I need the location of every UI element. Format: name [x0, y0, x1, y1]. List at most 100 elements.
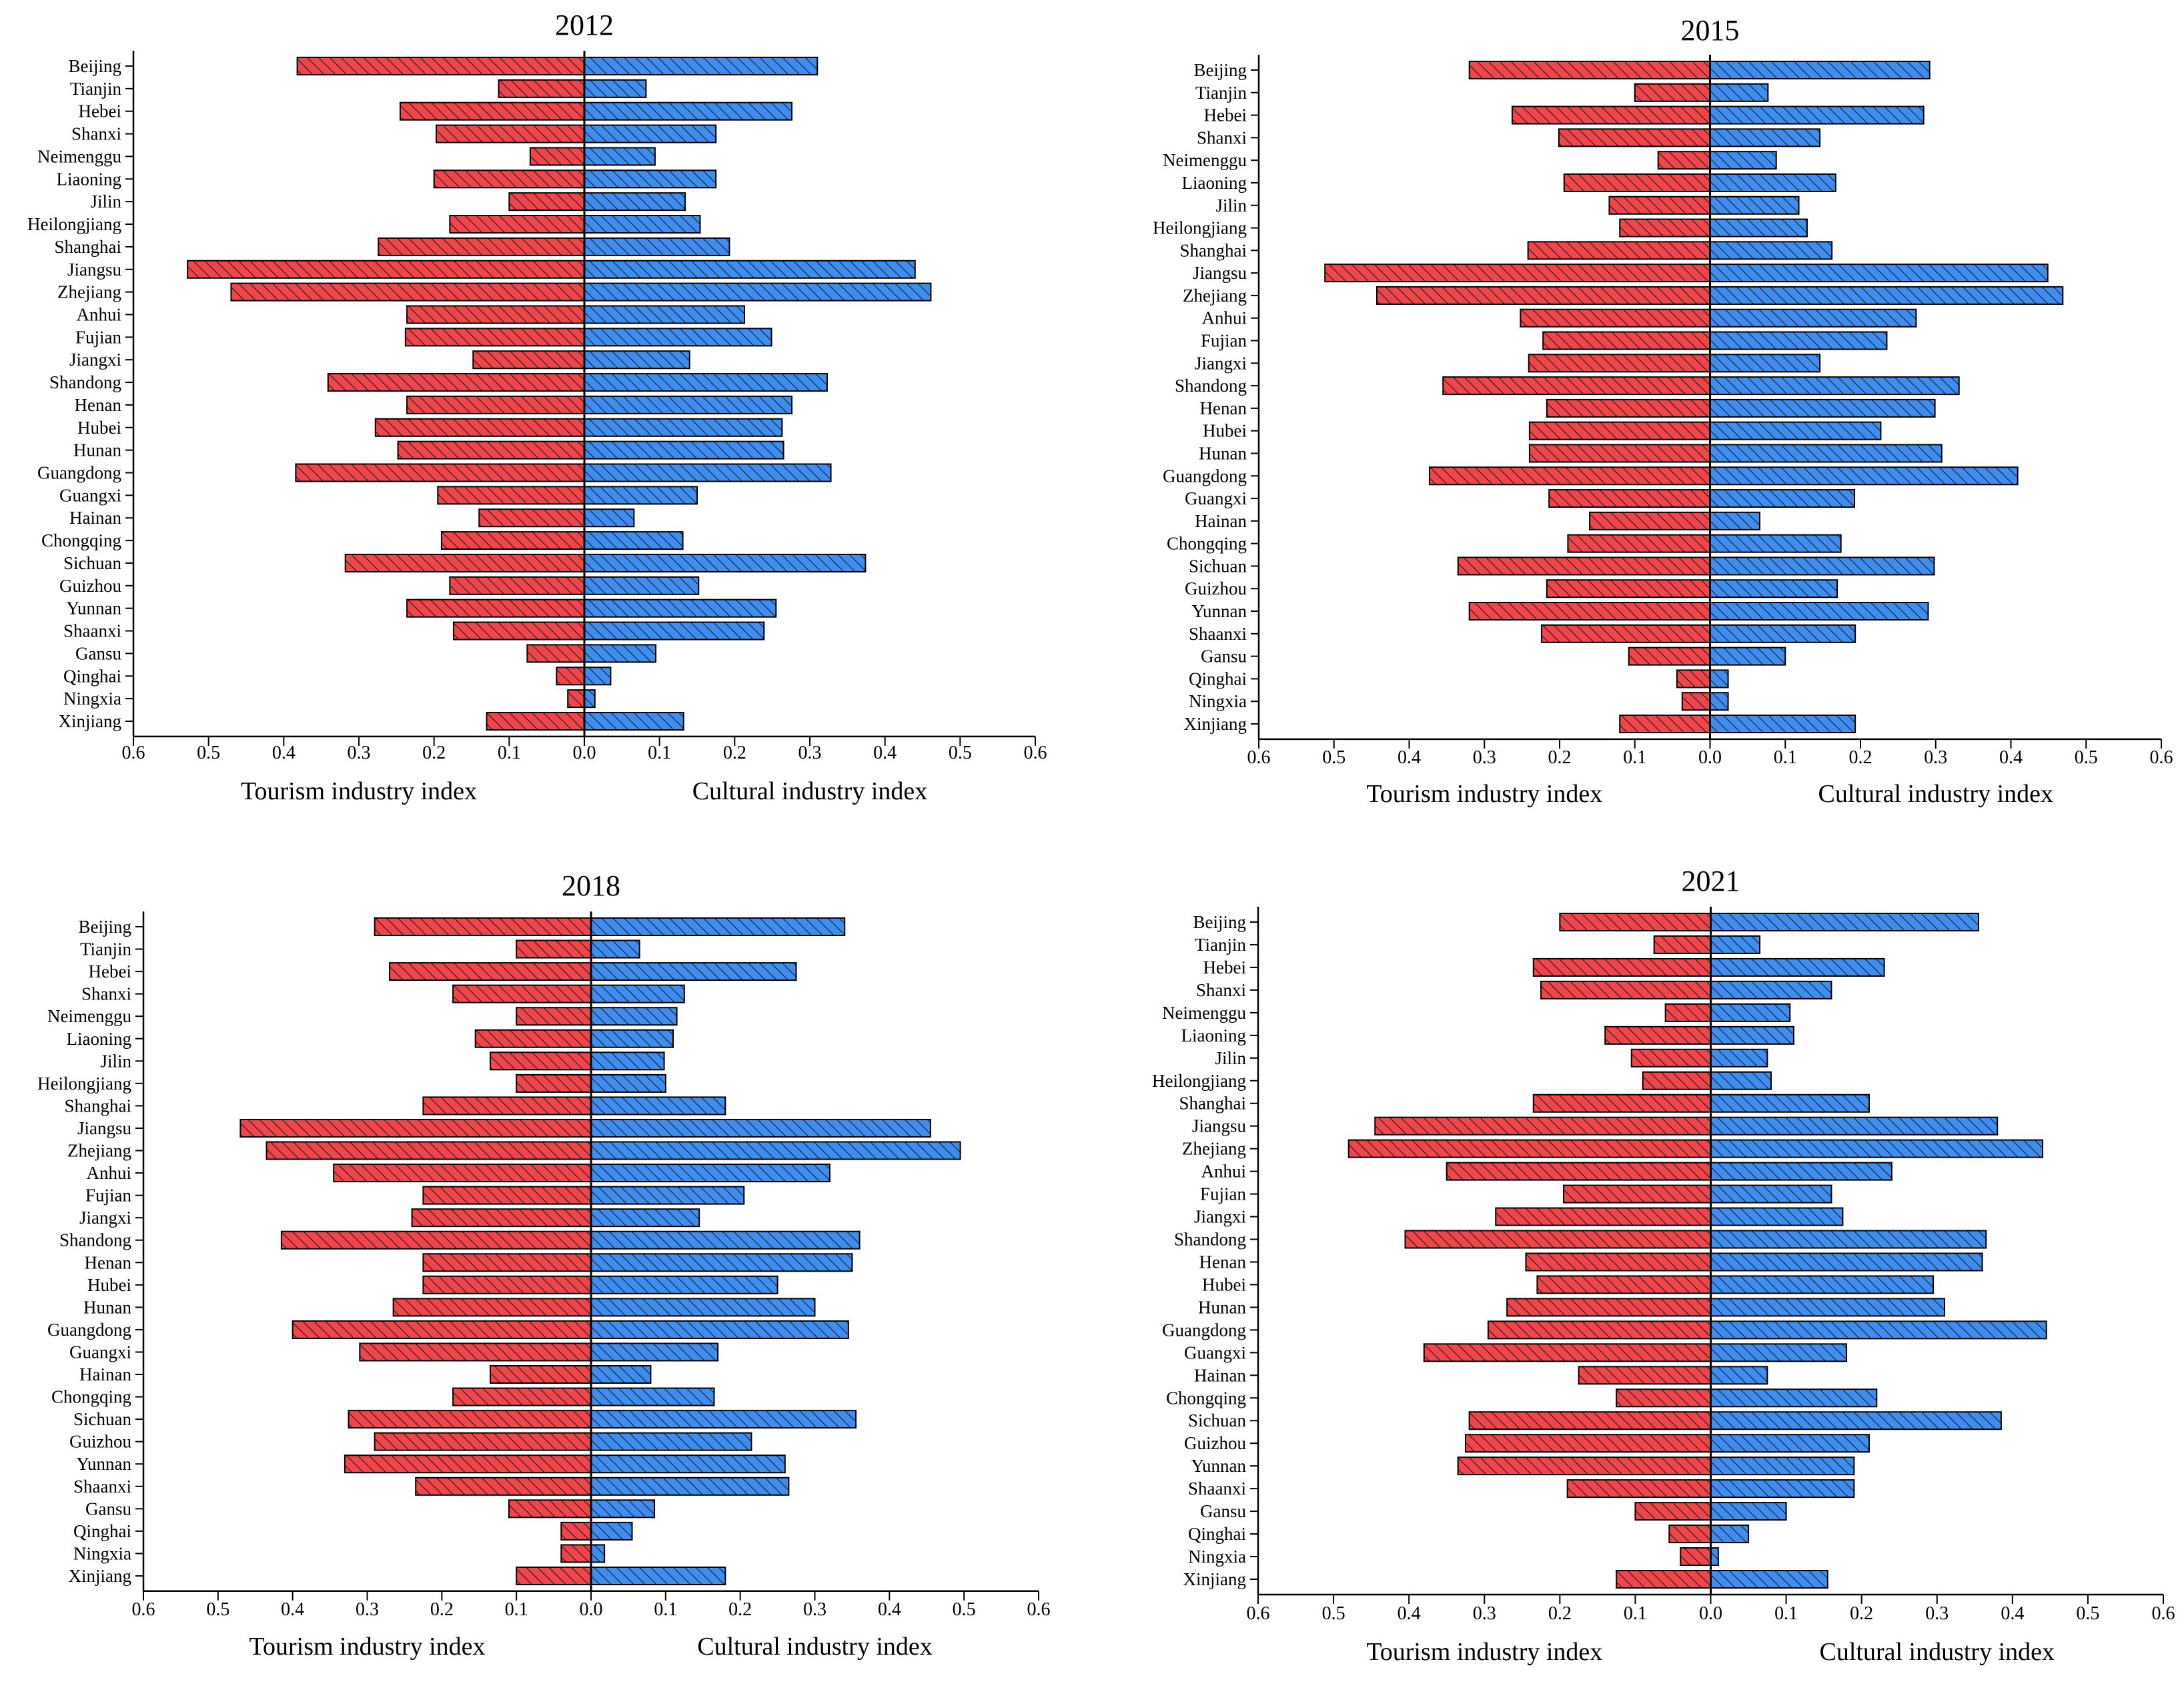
- bar-tourism-jiangsu: [1374, 1116, 1712, 1136]
- category-label: Shandong: [1175, 376, 1247, 396]
- bar-tourism-hainan: [1578, 1366, 1712, 1385]
- bar-tourism-heilongjiang: [516, 1074, 592, 1093]
- x-tick-label: 0.0: [580, 1599, 603, 1620]
- bar-cultural-henan: [584, 395, 792, 414]
- x-label-tourism: Tourism industry index: [249, 1633, 485, 1661]
- bar-tourism-beijing: [374, 917, 592, 936]
- bar-cultural-fujian: [584, 328, 772, 347]
- category-label: Guangdong: [1162, 1320, 1246, 1340]
- bar-tourism-tianjin: [498, 79, 585, 98]
- bar-tourism-guizhou: [1464, 1434, 1712, 1453]
- category-label: Qinghai: [63, 666, 121, 686]
- x-tick-label: 0.4: [272, 743, 296, 763]
- x-tick-label: 0.3: [798, 743, 822, 763]
- category-label: Jiangxi: [69, 350, 121, 370]
- category-label: Neimenggu: [47, 1006, 131, 1026]
- bar-cultural-hainan: [584, 508, 635, 528]
- bar-cultural-shandong: [1709, 376, 1960, 396]
- category-label: Guangdong: [37, 463, 121, 483]
- bar-tourism-xinjiang: [1619, 715, 1711, 733]
- bar-tourism-yunnan: [1457, 1456, 1712, 1476]
- category-label: Hubei: [77, 418, 121, 438]
- category-label: Hubei: [1203, 421, 1247, 441]
- bar-cultural-shaanxi: [1710, 1479, 1855, 1499]
- bar-cultural-heilongjiang: [590, 1074, 666, 1093]
- category-label: Yunnan: [67, 598, 122, 618]
- bar-cultural-xinjiang: [590, 1567, 726, 1585]
- bar-tourism-liaoning: [433, 169, 586, 189]
- bar-cultural-zhejiang: [590, 1141, 961, 1160]
- bar-tourism-ningxia: [567, 689, 585, 709]
- bar-cultural-gansu: [584, 644, 657, 663]
- bar-cultural-jilin: [1709, 195, 1800, 215]
- x-tick-label: 0.6: [1247, 1603, 1270, 1624]
- bar-cultural-sichuan: [584, 553, 867, 572]
- bar-tourism-hunan: [397, 440, 585, 460]
- category-label: Qinghai: [1189, 669, 1247, 689]
- bar-cultural-hunan: [584, 440, 784, 460]
- bar-tourism-yunnan: [1468, 602, 1711, 621]
- x-tick-label: 0.3: [348, 743, 371, 763]
- bar-cultural-ningxia: [1710, 1547, 1719, 1567]
- category-label: Hunan: [1199, 443, 1247, 463]
- x-tick-label: 0.5: [953, 1599, 976, 1620]
- bar-tourism-xinjiang: [486, 712, 585, 731]
- category-label: Sichuan: [73, 1409, 131, 1429]
- category-label: Guangdong: [1163, 466, 1247, 486]
- bar-cultural-neimenggu: [584, 147, 656, 166]
- x-tick-label: 0.4: [1999, 747, 2023, 768]
- bar-cultural-shaanxi: [584, 621, 765, 641]
- bar-cultural-beijing: [1710, 913, 1979, 931]
- x-tick-label: 0.1: [498, 743, 521, 763]
- bar-cultural-hunan: [1710, 1298, 1946, 1317]
- category-label: Jiangxi: [79, 1208, 131, 1228]
- category-label: Gansu: [1201, 647, 1247, 667]
- category-label: Neimenggu: [37, 146, 121, 166]
- chart-title: 2018: [562, 869, 620, 902]
- bar-tourism-henan: [1546, 398, 1711, 418]
- category-label: Tianjin: [1195, 935, 1247, 955]
- bar-cultural-fujian: [590, 1186, 745, 1205]
- bar-tourism-beijing: [1468, 61, 1711, 79]
- bar-tourism-guizhou: [1546, 579, 1711, 598]
- bar-tourism-anhui: [1446, 1162, 1712, 1181]
- bar-tourism-shandong: [327, 373, 585, 392]
- x-tick-label: 0.6: [122, 743, 145, 763]
- x-tick-label: 0.2: [728, 1599, 752, 1620]
- x-tick-label: 0.1: [1623, 747, 1646, 768]
- category-label: Liaoning: [57, 169, 121, 189]
- bar-cultural-heilongjiang: [584, 215, 701, 234]
- bar-tourism-gansu: [526, 644, 586, 663]
- bar-tourism-fujian: [1542, 331, 1711, 350]
- bar-tourism-tianjin: [1653, 935, 1712, 954]
- category-label: Anhui: [77, 304, 122, 324]
- bar-tourism-jilin: [1630, 1048, 1712, 1068]
- bar-tourism-xinjiang: [516, 1567, 592, 1585]
- category-label: Chongqing: [41, 530, 121, 550]
- x-label-tourism: Tourism industry index: [241, 777, 477, 805]
- bar-cultural-shanxi: [1709, 128, 1821, 147]
- bar-tourism-jilin: [1608, 195, 1711, 215]
- category-label: Fujian: [1200, 1184, 1247, 1204]
- category-label: Xinjiang: [1183, 1569, 1247, 1589]
- bar-tourism-qinghai: [1668, 1525, 1712, 1544]
- bar-cultural-jiangxi: [584, 350, 690, 370]
- category-label: Zhejiang: [1183, 286, 1247, 306]
- panel-2012: 2012 Tourism industry index Cultural ind…: [27, 9, 1047, 805]
- category-label: Yunnan: [1191, 1456, 1247, 1476]
- bar-cultural-guangdong: [1709, 466, 2019, 486]
- category-label: Shanxi: [81, 984, 131, 1004]
- x-tick-label: 0.1: [505, 1599, 528, 1620]
- bar-cultural-shanghai: [590, 1096, 726, 1116]
- bar-cultural-hubei: [1710, 1275, 1935, 1294]
- category-label: Shanghai: [65, 1096, 132, 1116]
- x-tick-label: 0.4: [2001, 1603, 2024, 1624]
- x-tick-label: 0.6: [1024, 743, 1047, 763]
- bar-tourism-shandong: [1442, 376, 1711, 396]
- bar-cultural-guangxi: [584, 486, 698, 505]
- bar-tourism-jilin: [490, 1051, 592, 1071]
- x-label-cultural: Cultural industry index: [1819, 1638, 2055, 1666]
- bar-cultural-shaanxi: [1709, 624, 1856, 643]
- bar-cultural-jiangsu: [590, 1118, 931, 1138]
